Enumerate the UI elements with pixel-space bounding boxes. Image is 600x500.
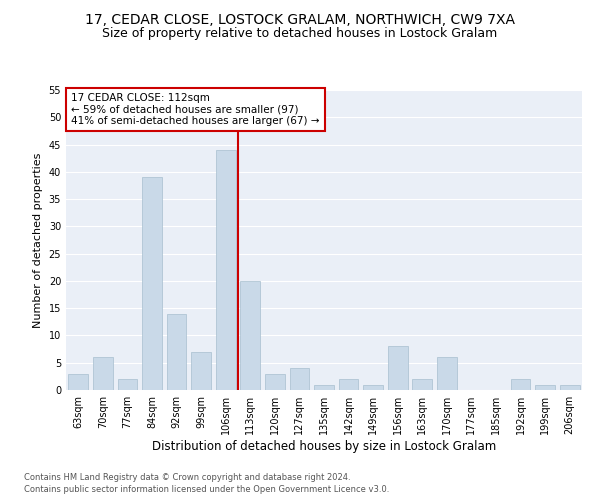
Bar — [241, 281, 260, 390]
Bar — [388, 346, 407, 390]
Y-axis label: Number of detached properties: Number of detached properties — [33, 152, 43, 328]
Bar — [191, 352, 211, 390]
Bar — [412, 379, 432, 390]
Text: Contains public sector information licensed under the Open Government Licence v3: Contains public sector information licen… — [24, 485, 389, 494]
Bar — [364, 384, 383, 390]
Bar — [265, 374, 284, 390]
Text: Size of property relative to detached houses in Lostock Gralam: Size of property relative to detached ho… — [103, 28, 497, 40]
Bar — [339, 379, 358, 390]
Bar — [437, 358, 457, 390]
Bar — [68, 374, 88, 390]
Bar — [511, 379, 530, 390]
Bar — [535, 384, 555, 390]
Text: 17, CEDAR CLOSE, LOSTOCK GRALAM, NORTHWICH, CW9 7XA: 17, CEDAR CLOSE, LOSTOCK GRALAM, NORTHWI… — [85, 12, 515, 26]
X-axis label: Distribution of detached houses by size in Lostock Gralam: Distribution of detached houses by size … — [152, 440, 496, 453]
Bar — [314, 384, 334, 390]
Bar — [216, 150, 236, 390]
Bar — [118, 379, 137, 390]
Bar — [167, 314, 187, 390]
Bar — [560, 384, 580, 390]
Bar — [290, 368, 309, 390]
Text: 17 CEDAR CLOSE: 112sqm
← 59% of detached houses are smaller (97)
41% of semi-det: 17 CEDAR CLOSE: 112sqm ← 59% of detached… — [71, 93, 320, 126]
Bar — [142, 178, 162, 390]
Bar — [93, 358, 113, 390]
Text: Contains HM Land Registry data © Crown copyright and database right 2024.: Contains HM Land Registry data © Crown c… — [24, 472, 350, 482]
